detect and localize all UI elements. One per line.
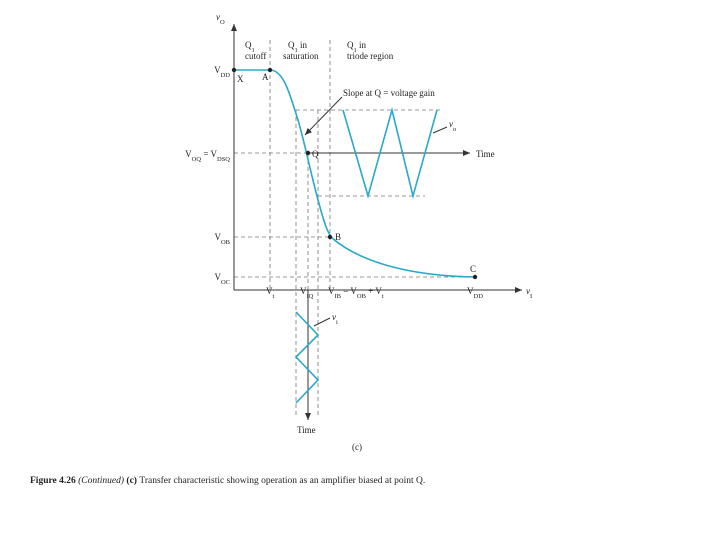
x-axis-label: vI	[526, 286, 532, 300]
text-part: Q	[288, 40, 295, 50]
text-part: IB	[335, 293, 342, 300]
text-part: V	[328, 286, 335, 296]
text-part: OB	[221, 239, 231, 246]
input-signal	[294, 311, 320, 404]
text-part: DSQ	[217, 156, 230, 163]
input-signal-label: vi	[332, 312, 338, 326]
text-part: Transfer characteristic showing operatio…	[139, 475, 425, 486]
level-label: VDD	[214, 65, 230, 79]
level-label: VDD	[467, 286, 483, 300]
text-part: Figure 4.26	[30, 476, 78, 486]
text-part: DD	[474, 293, 484, 300]
time-label: Time	[297, 425, 316, 435]
point-label: C	[470, 264, 476, 274]
point-label: B	[335, 232, 341, 242]
text-part: cutoff	[245, 51, 266, 61]
slope-arrow	[304, 96, 343, 136]
text-part: V	[266, 286, 273, 296]
text-part: V	[467, 286, 474, 296]
text-part: V	[214, 232, 221, 242]
text-part: (Continued)	[78, 475, 126, 486]
text-part: t	[273, 293, 275, 300]
level-label: VIB = VOB + Vt	[328, 286, 384, 300]
text-part: v	[332, 312, 336, 322]
text-part: =	[201, 149, 210, 159]
region-label: cutoff	[245, 51, 266, 61]
point-label: A	[262, 72, 269, 82]
text-part: o	[453, 126, 456, 133]
curve-points	[231, 67, 478, 280]
level-label: VOB	[214, 232, 230, 246]
text-part: DD	[221, 72, 231, 79]
text-part: I	[530, 293, 532, 300]
text-part: Q	[245, 40, 252, 50]
text-part: Q	[347, 40, 354, 50]
text-part: i	[336, 319, 338, 326]
text-part: O	[220, 19, 225, 26]
output-signal	[342, 106, 438, 200]
level-label: VIQ	[300, 286, 314, 300]
text-part: v	[526, 286, 530, 296]
text-part: triode region	[347, 51, 394, 61]
text-part: v	[449, 119, 453, 129]
text-part: (c)	[126, 475, 139, 486]
text-part: in	[298, 40, 308, 50]
level-label: VOQ = VDSQ	[185, 149, 230, 163]
text-part: V	[375, 286, 382, 296]
region-label: saturation	[283, 51, 319, 61]
text-part: IQ	[307, 293, 314, 300]
level-label: Vt	[266, 286, 275, 300]
caption: Figure 4.26 (Continued) (c) Transfer cha…	[30, 475, 425, 486]
text-part: +	[366, 286, 375, 296]
input-pointer	[313, 317, 331, 327]
transfer-curve	[234, 69, 476, 278]
region-label: Q1	[245, 40, 255, 54]
level-label: VOC	[214, 272, 230, 286]
text-part: saturation	[283, 51, 319, 61]
text-part: V	[214, 272, 221, 282]
guides	[234, 40, 475, 415]
text-part: 1	[252, 47, 255, 54]
text-part: OC	[221, 279, 230, 286]
y-axis-label: vO	[216, 12, 225, 26]
time-label: Time	[476, 149, 495, 159]
point-label: Q	[312, 149, 319, 159]
text-part: v	[216, 12, 220, 22]
region-label: Q1 in	[347, 40, 367, 54]
text-part: V	[350, 286, 357, 296]
region-label: triode region	[347, 51, 394, 61]
region-label: Q1 in	[288, 40, 308, 54]
slope-note: Slope at Q = voltage gain	[343, 88, 435, 98]
text-part: OB	[357, 293, 367, 300]
text-part: in	[357, 40, 367, 50]
text-part: V	[300, 286, 307, 296]
text-part: 1	[295, 47, 298, 54]
text-part: V	[185, 149, 192, 159]
point-label: X	[237, 74, 244, 84]
panel-label: (c)	[352, 442, 362, 452]
text-part: t	[382, 293, 384, 300]
text-part: V	[210, 149, 217, 159]
output-signal-label: vo	[449, 119, 456, 133]
text-part: 1	[354, 47, 357, 54]
text-part: OQ	[192, 156, 202, 163]
output-pointer	[432, 126, 448, 134]
text-part: =	[341, 286, 350, 296]
text-part: V	[214, 65, 221, 75]
